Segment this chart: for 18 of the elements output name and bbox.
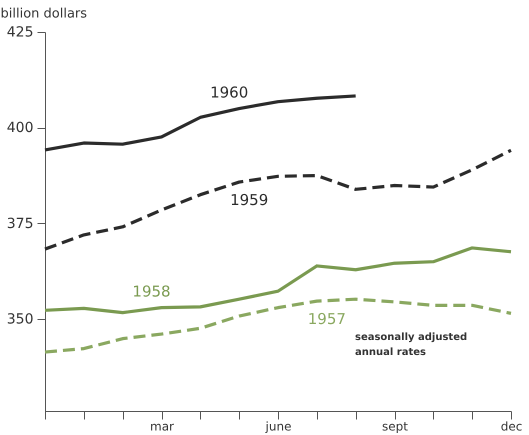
series-label: 1958 bbox=[132, 282, 171, 301]
line-series bbox=[43, 246, 513, 314]
y-tick-label: 425 bbox=[6, 24, 34, 40]
x-tick-label: dec bbox=[500, 420, 522, 434]
line-series bbox=[43, 298, 513, 354]
series-label: 1960 bbox=[210, 84, 248, 102]
annotation: annual rates bbox=[355, 347, 426, 358]
line-series bbox=[43, 148, 513, 251]
y-axis-title: billion dollars bbox=[0, 6, 88, 22]
y-tick-label: 400 bbox=[6, 120, 34, 136]
annotation: seasonally adjusted bbox=[355, 332, 468, 343]
x-tick-label: sept bbox=[382, 420, 408, 434]
x-tick-label: mar bbox=[150, 420, 174, 434]
series-label: 1957 bbox=[308, 310, 346, 328]
x-tick-label: june bbox=[264, 420, 292, 434]
y-tick-label: 350 bbox=[6, 312, 34, 328]
y-tick-label: 375 bbox=[6, 216, 34, 232]
series-label: 1959 bbox=[230, 191, 268, 210]
